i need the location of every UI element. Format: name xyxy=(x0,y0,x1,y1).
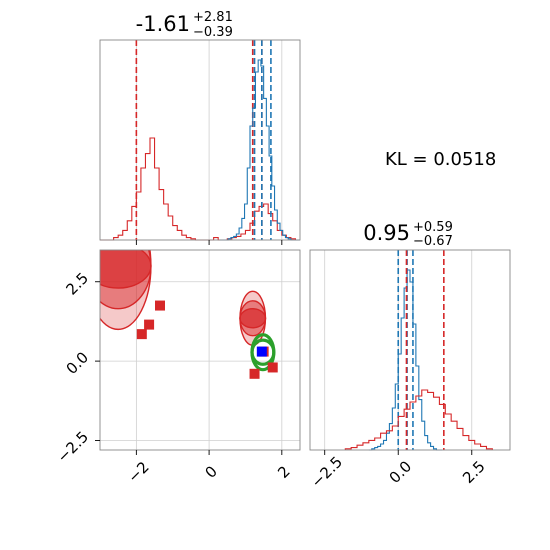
marginal-y-title: 0.95 +0.59 −0.67 xyxy=(363,220,453,249)
marginal-y-title-upper: +0.59 xyxy=(413,220,453,235)
panel-background xyxy=(100,40,300,240)
scatter-point-1-0 xyxy=(256,346,267,357)
panel-frame xyxy=(99,249,301,451)
marginal-y-title-median: 0.95 xyxy=(363,221,410,245)
histogram-series-1 xyxy=(344,389,493,450)
histogram-series-1 xyxy=(220,59,300,241)
marginal-y-title-lower: −0.67 xyxy=(413,234,453,249)
marginal-x-title-lower: −0.39 xyxy=(193,25,233,40)
contour-2-level-1 xyxy=(250,338,276,366)
marginal-x-panel xyxy=(99,39,301,245)
marginal-x-title-upper: +2.81 xyxy=(193,10,233,25)
marginal-y-panel: −2.5 0.0 2.5 xyxy=(308,249,511,491)
panel-background xyxy=(310,250,510,450)
scatter-point-0-3 xyxy=(249,368,260,379)
contour-group xyxy=(100,250,278,379)
scatter-point-0-1 xyxy=(144,319,155,330)
marginal-x-title: -1.61 +2.81 −0.39 xyxy=(136,10,233,40)
scatter-point-0-0 xyxy=(155,300,165,311)
joint-panel: −2 0 2−2.50.02.5 xyxy=(54,249,301,486)
contour-0-level-2 xyxy=(100,250,152,289)
scatter-point-0-2 xyxy=(136,329,147,340)
marginal-x-title-median: -1.61 xyxy=(136,12,190,36)
scatter-point-0-4 xyxy=(267,362,278,373)
panel-frame xyxy=(309,249,511,451)
kl-annotation: KL = 0.0518 xyxy=(385,149,496,170)
histogram-series-0 xyxy=(368,269,443,451)
contour-1-level-2 xyxy=(239,308,267,329)
panel-frame xyxy=(99,39,301,241)
